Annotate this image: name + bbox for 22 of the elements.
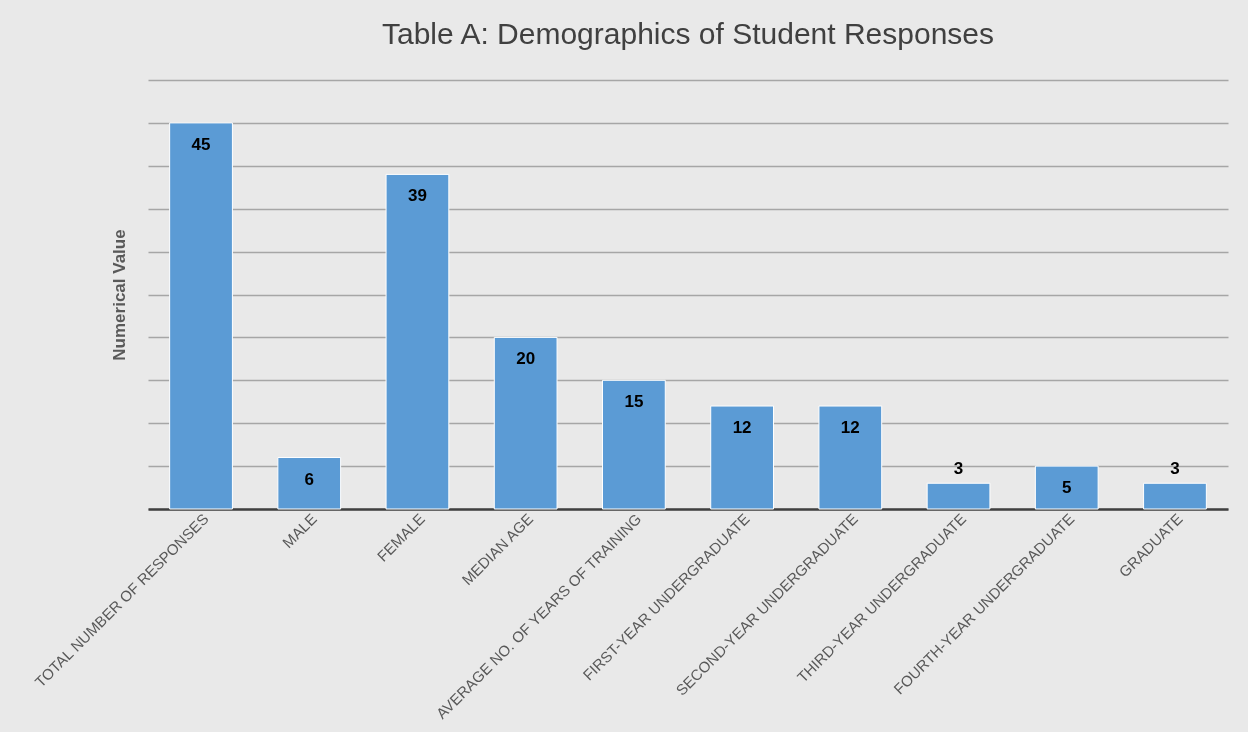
data-label: 3 xyxy=(953,459,964,479)
chart-title: Table A: Demographics of Student Responses xyxy=(381,17,995,50)
bar xyxy=(602,379,666,510)
bar xyxy=(493,336,558,510)
data-label: 39 xyxy=(408,186,427,206)
bar xyxy=(710,405,774,510)
bar xyxy=(1143,482,1207,510)
bar xyxy=(169,122,233,510)
bar xyxy=(1034,465,1099,510)
data-label: 20 xyxy=(516,349,536,369)
data-label: 12 xyxy=(840,418,860,438)
data-label: 12 xyxy=(732,418,752,438)
data-label: 5 xyxy=(1062,478,1072,498)
data-label: 6 xyxy=(304,469,314,489)
data-label: 3 xyxy=(1170,459,1180,479)
bar xyxy=(818,405,883,510)
bar xyxy=(385,173,450,510)
data-label: 45 xyxy=(191,134,211,154)
bar xyxy=(277,457,342,510)
data-label: 15 xyxy=(624,392,644,412)
bar xyxy=(926,482,991,510)
y-axis-title: Numerical Value xyxy=(109,229,129,361)
